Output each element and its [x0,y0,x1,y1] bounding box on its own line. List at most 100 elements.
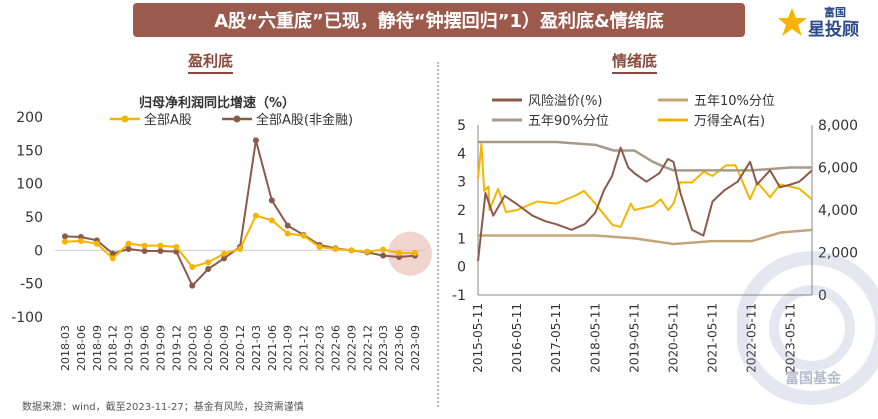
y-tick-label: 200 [16,110,43,126]
x-tick-label: 2021-03 [250,325,263,371]
source-note: 数据来源：wind，截至2023-11-27；基金有风险，投资需谨慎 [22,402,304,413]
y-left-tick-label: 1 [457,231,466,247]
data-point [189,282,196,289]
x-tick-label: 2023-03 [377,325,390,371]
y-left-tick-label: 2 [457,203,466,219]
legend-swatch-marker [121,115,129,123]
data-point [316,244,323,250]
logo-star-icon [778,8,807,36]
y-left-tick-label: 0 [457,260,466,276]
series-line-pct10 [478,228,813,246]
series-line-risk-premium [477,146,813,262]
data-point [284,230,291,237]
legend-label: 风险溢价(%) [528,94,603,109]
banner-title: A股“六重底”已现，静待“钟摆回归”1）盈利底&情绪底 [133,3,745,37]
right-panel-title: 情绪底 [612,50,658,74]
y-tick-label: 150 [16,143,43,159]
data-point [396,250,403,256]
data-point [205,266,212,272]
x-tick-label: 2018-03 [59,325,72,371]
legend-label: 五年90%分位 [528,114,609,129]
x-tick-label: 2019-12 [170,325,183,371]
x-tick-label: 2023-05-11 [784,303,798,373]
x-tick-label: 2022-03 [314,325,327,371]
x-tick-label: 2019-09 [154,325,167,371]
data-point [348,247,355,254]
legend-swatch-marker [233,115,241,123]
data-point [141,248,148,254]
data-point [62,238,68,245]
x-tick-label: 2023-06 [393,325,406,371]
watermark-text: 富国基金 [785,371,841,387]
x-tick-label: 2022-06 [329,325,342,371]
data-point [157,242,164,249]
x-tick-label: 2016-05-11 [510,303,524,373]
y-tick-label: 50 [25,210,43,226]
x-tick-label: 2019-03 [123,325,136,371]
x-tick-label: 2022-09 [345,325,358,371]
y-left-tick-label: -1 [452,288,466,304]
y-tick-label: 0 [34,243,43,259]
y-right-tick-label: 8,000 [818,118,858,134]
right-chart: 5 4 3 2 1 0 -1 8,000 6,000 4,000 2,000 0 2015-05-11 2… [452,94,858,373]
data-point [412,250,418,256]
y-left-tick-label: 4 [457,146,466,162]
y-left-tick-label: 5 [457,118,466,134]
data-point [284,222,291,229]
watermark-emblem [737,251,878,405]
data-point [364,248,371,255]
x-tick-label: 2020-09 [218,325,231,371]
x-tick-label: 2021-09 [282,325,295,371]
x-tick-label: 2021-05-11 [706,303,720,373]
y-right-tick-label: 2,000 [818,246,858,262]
left-chart: 200 150 100 50 0 -50 -100 2018-03 2018-06 2018-09… [11,110,432,371]
x-tick-label: 2018-06 [75,325,88,371]
legend-label: 万得全A(右) [694,113,765,129]
x-tick-label: 2020-06 [202,325,215,371]
x-tick-label: 2019-06 [139,325,152,371]
x-tick-label: 2020-05-11 [666,303,680,373]
x-tick-label: 2018-12 [107,325,120,371]
x-tick-label: 2021-06 [266,325,279,371]
data-point [221,250,228,257]
data-point [380,252,387,259]
x-tick-label: 2018-09 [91,325,104,371]
data-point [109,250,116,257]
data-point [173,244,180,250]
data-point [189,264,196,270]
data-point [237,246,243,252]
y-right-tick-label: 6,000 [818,161,858,177]
logo-line1: 富国 [824,5,846,19]
data-point [62,233,68,240]
data-point [252,137,259,144]
x-tick-label: 2015-05-11 [471,303,485,373]
data-point [141,242,148,249]
data-point [93,240,100,247]
legend-label: 全部A股 [144,112,192,128]
y-right-tick-label: 0 [818,288,827,304]
y-left-tick-label: 3 [457,175,466,191]
series-line-non-financial [64,140,416,288]
data-point [252,212,259,219]
left-chart-title: 归母净利润同比增速（%） [139,96,296,111]
data-point [221,255,228,262]
logo-line2: 星投顾 [808,19,859,40]
data-point [109,255,116,262]
data-point [300,232,307,239]
x-tick-label: 2018-05-11 [588,303,602,373]
left-panel-title: 盈利底 [188,50,234,74]
y-right-tick-label: 4,000 [818,203,858,219]
x-tick-label: 2020-03 [186,325,199,371]
right-panel-title-text: 情绪底 [612,52,658,70]
x-tick-label: 2019-05-11 [627,303,641,373]
x-tick-label: 2017-05-11 [549,303,563,373]
data-point [380,246,387,253]
data-point [268,217,275,224]
left-panel-title-text: 盈利底 [188,52,234,70]
x-tick-label: 2022-12 [361,325,374,371]
data-point [125,246,132,252]
y-tick-label: 100 [16,177,43,193]
data-point [205,259,212,266]
data-point [125,240,132,247]
data-point [77,238,84,244]
